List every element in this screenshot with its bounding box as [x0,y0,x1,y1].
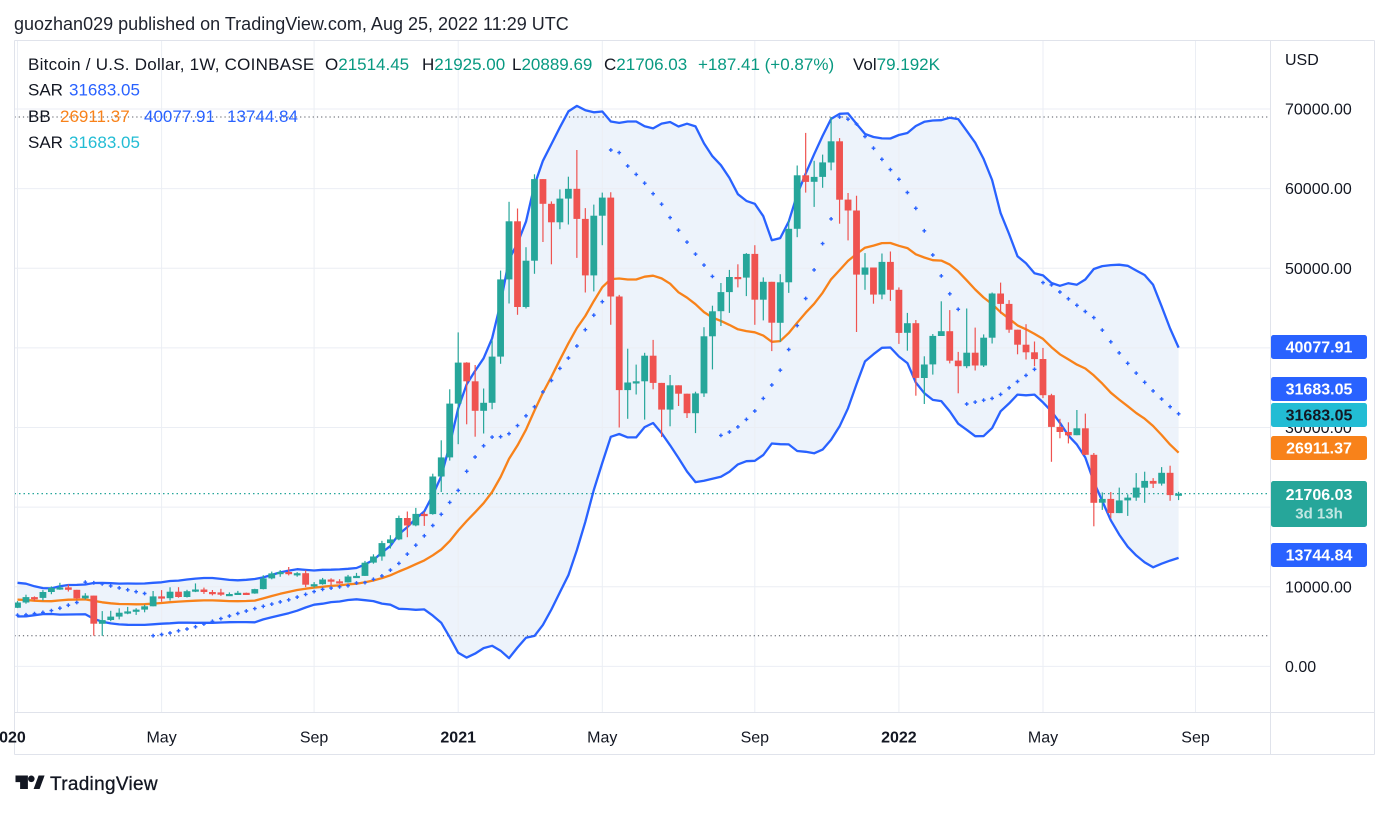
svg-text:3d 13h: 3d 13h [1295,506,1343,523]
svg-text:2020: 2020 [0,730,26,747]
svg-text:Bitcoin / U.S. Dollar, 1W, COI: Bitcoin / U.S. Dollar, 1W, COINBASE [28,55,315,74]
svg-text:TradingView: TradingView [50,774,158,795]
svg-text:SAR: SAR [28,133,63,152]
svg-text:O21514.45: O21514.45 [325,55,409,74]
svg-text:13744.84: 13744.84 [1286,548,1353,565]
svg-text:+187.41 (+0.87%): +187.41 (+0.87%) [698,55,834,74]
svg-text:C21706.03: C21706.03 [604,55,687,74]
svg-text:40077.91: 40077.91 [1286,340,1353,357]
svg-text:70000.00: 70000.00 [1285,102,1352,119]
svg-text:H21925.00: H21925.00 [422,55,505,74]
svg-text:2021: 2021 [440,730,476,747]
svg-text:L20889.69: L20889.69 [512,55,592,74]
svg-text:40077.91: 40077.91 [144,107,215,126]
svg-text:Vol79.192K: Vol79.192K [853,55,941,74]
svg-text:31683.05: 31683.05 [1286,408,1353,425]
svg-text:May: May [587,730,617,747]
svg-text:Sep: Sep [1181,730,1210,747]
svg-text:13744.84: 13744.84 [227,107,298,126]
svg-text:guozhan029 published on Tradin: guozhan029 published on TradingView.com,… [14,14,569,34]
svg-text:USD: USD [1285,52,1319,69]
svg-text:Sep: Sep [300,730,329,747]
svg-text:50000.00: 50000.00 [1285,261,1352,278]
svg-text:60000.00: 60000.00 [1285,181,1352,198]
svg-text:2022: 2022 [881,730,917,747]
svg-text:SAR: SAR [28,81,63,100]
svg-text:21706.03: 21706.03 [1286,487,1353,504]
svg-text:0.00: 0.00 [1285,659,1316,676]
svg-text:10000.00: 10000.00 [1285,579,1352,596]
svg-text:31683.05: 31683.05 [69,133,140,152]
svg-text:May: May [146,730,176,747]
svg-text:Sep: Sep [741,730,770,747]
svg-text:26911.37: 26911.37 [1286,441,1352,458]
svg-text:May: May [1028,730,1058,747]
svg-text:26911.37: 26911.37 [60,107,130,126]
svg-text:31683.05: 31683.05 [1286,382,1353,399]
svg-text:31683.05: 31683.05 [69,81,140,100]
svg-text:BB: BB [28,107,51,126]
